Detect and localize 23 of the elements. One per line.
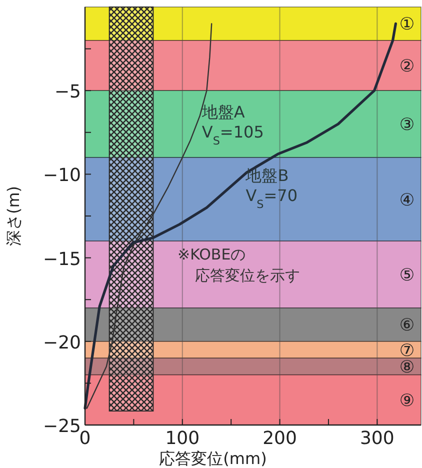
band-label: ⑥ [399, 316, 415, 336]
y-axis-title: 深さ(m) [4, 186, 23, 246]
annotation: 応答変位を示す [195, 266, 300, 284]
x-tick-label: 200 [262, 428, 297, 449]
band-label: ② [399, 56, 415, 77]
y-tick-label: −15 [43, 248, 81, 270]
band-label: ③ [399, 115, 415, 136]
series-label: 地盤A V$_{S}$=105 [200, 102, 264, 147]
band-label: ⑤ [399, 266, 415, 286]
line-series [84, 22, 397, 410]
x-tick-label: 300 [360, 428, 394, 449]
band-label: ④ [399, 190, 415, 210]
annotation: ※KOBEの [178, 245, 246, 264]
y-tick-label: −20 [43, 332, 81, 354]
y-tick-label: −25 [43, 416, 81, 437]
y-tick-label: −5 [54, 82, 81, 103]
band-label: ① [399, 14, 415, 35]
y-tick-label: −10 [43, 165, 81, 186]
x-axis-title: 応答変位(mm) [159, 449, 267, 468]
series-label: 地盤B V$_{S}$=70 [244, 166, 298, 210]
x-tick-label: 100 [165, 428, 200, 449]
x-tick-label: 0 [79, 428, 91, 449]
band-label: ⑨ [399, 390, 415, 411]
